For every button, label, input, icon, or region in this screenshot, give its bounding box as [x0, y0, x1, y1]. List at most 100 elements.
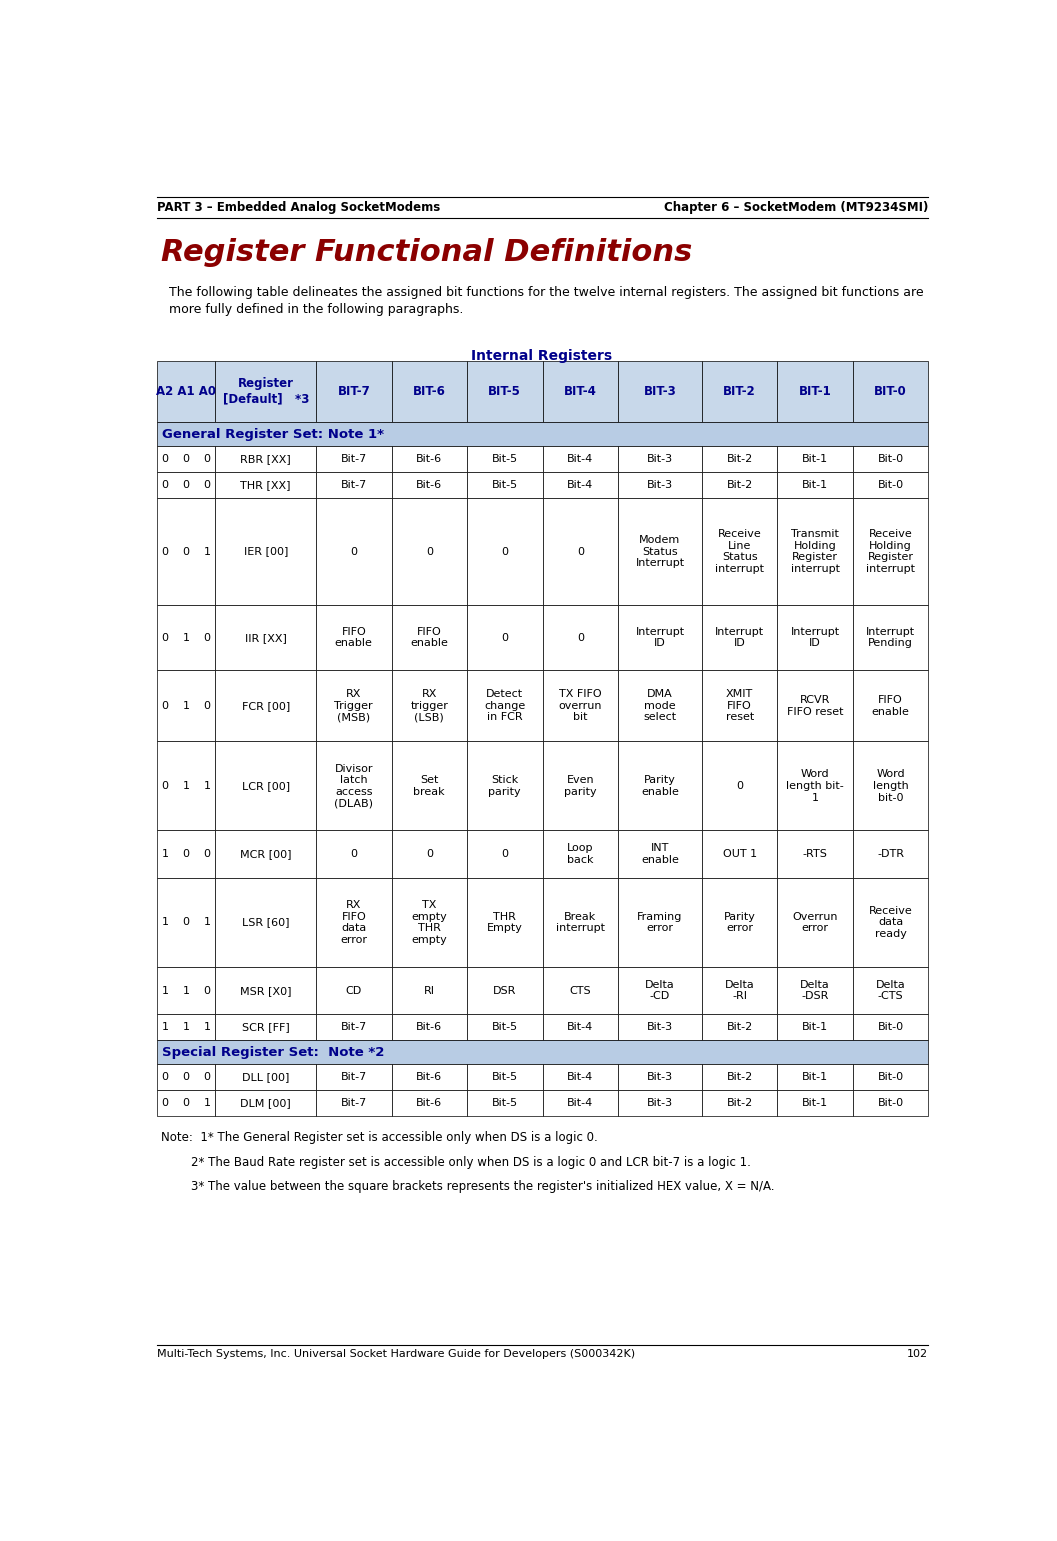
Bar [156, 445, 216, 472]
Bar [316, 741, 391, 831]
Bar [316, 606, 391, 670]
Bar [777, 741, 853, 831]
Bar [542, 472, 618, 498]
Text: Internal Registers: Internal Registers [471, 348, 612, 362]
Text: 0    0    1: 0 0 1 [162, 1099, 210, 1108]
Bar [702, 966, 777, 1014]
Text: Parity
error: Parity error [724, 912, 756, 934]
Text: Bit-7: Bit-7 [340, 481, 367, 490]
Bar [702, 831, 777, 878]
Bar [156, 831, 216, 878]
Text: 0: 0 [577, 633, 583, 643]
Bar [853, 498, 928, 606]
Text: 0: 0 [426, 849, 432, 860]
Text: Bit-0: Bit-0 [877, 1099, 904, 1108]
Bar [156, 1014, 216, 1040]
Text: Word
length bit-
1: Word length bit- 1 [786, 769, 843, 803]
Text: Interrupt
ID: Interrupt ID [716, 627, 764, 649]
Text: Interrupt
ID: Interrupt ID [635, 627, 685, 649]
Bar [618, 472, 702, 498]
Text: Bit-6: Bit-6 [416, 481, 443, 490]
Bar [777, 445, 853, 472]
Text: BIT-1: BIT-1 [799, 385, 832, 398]
Text: BIT-4: BIT-4 [563, 385, 597, 398]
Text: INT
enable: INT enable [641, 843, 679, 865]
Text: RCVR
FIFO reset: RCVR FIFO reset [786, 695, 843, 717]
Bar [316, 361, 391, 422]
Bar [391, 445, 467, 472]
Text: Bit-3: Bit-3 [647, 1073, 673, 1082]
Text: Bit-3: Bit-3 [647, 481, 673, 490]
Text: Bit-2: Bit-2 [726, 455, 753, 464]
Bar [216, 966, 316, 1014]
Bar [467, 1014, 542, 1040]
Bar [391, 1065, 467, 1091]
Text: 0: 0 [736, 781, 743, 791]
Text: RX
FIFO
data
error: RX FIFO data error [340, 900, 368, 945]
Bar [618, 1091, 702, 1116]
Text: Multi-Tech Systems, Inc. Universal Socket Hardware Guide for Developers (S000342: Multi-Tech Systems, Inc. Universal Socke… [156, 1348, 635, 1359]
Bar [156, 1065, 216, 1091]
Bar [316, 472, 391, 498]
Bar [467, 878, 542, 966]
Bar [702, 741, 777, 831]
Bar [216, 831, 316, 878]
Text: 0    0    0: 0 0 0 [162, 481, 210, 490]
Text: Framing
error: Framing error [637, 912, 683, 934]
Bar [156, 966, 216, 1014]
Text: LCR [00]: LCR [00] [242, 781, 290, 791]
Bar [853, 361, 928, 422]
Text: Bit-5: Bit-5 [492, 481, 518, 490]
Text: 3* The value between the square brackets represents the register's initialized H: 3* The value between the square brackets… [161, 1180, 775, 1193]
Bar [216, 741, 316, 831]
Text: Bit-3: Bit-3 [647, 1099, 673, 1108]
Text: Break
interrupt: Break interrupt [556, 912, 605, 934]
Text: CTS: CTS [570, 986, 591, 995]
Bar [853, 966, 928, 1014]
Text: BIT-6: BIT-6 [413, 385, 446, 398]
Bar [777, 670, 853, 741]
Bar [542, 878, 618, 966]
Bar [216, 361, 316, 422]
Bar [702, 445, 777, 472]
Text: FIFO
enable: FIFO enable [872, 695, 910, 717]
Text: MSR [X0]: MSR [X0] [240, 986, 292, 995]
Text: Bit-1: Bit-1 [802, 455, 829, 464]
Bar [467, 606, 542, 670]
Bar [702, 472, 777, 498]
Text: Bit-2: Bit-2 [726, 1073, 753, 1082]
Bar [216, 1091, 316, 1116]
Bar [702, 498, 777, 606]
Bar [853, 741, 928, 831]
Text: 102: 102 [907, 1348, 928, 1359]
Bar [702, 1014, 777, 1040]
Text: DLL [00]: DLL [00] [242, 1073, 290, 1082]
Bar [702, 361, 777, 422]
Bar [216, 1014, 316, 1040]
Text: Delta
-DSR: Delta -DSR [800, 980, 830, 1002]
Text: Parity
enable: Parity enable [641, 775, 679, 797]
Text: Bit-2: Bit-2 [726, 481, 753, 490]
Text: CD: CD [346, 986, 361, 995]
Bar [216, 498, 316, 606]
Text: 0: 0 [501, 633, 508, 643]
Text: FIFO
enable: FIFO enable [335, 627, 373, 649]
Text: Bit-1: Bit-1 [802, 1022, 829, 1032]
Text: MCR [00]: MCR [00] [240, 849, 292, 860]
Text: TX
empty
THR
empty: TX empty THR empty [411, 900, 447, 945]
Bar [618, 878, 702, 966]
Bar [316, 966, 391, 1014]
Text: 2* The Baud Rate register set is accessible only when DS is a logic 0 and LCR bi: 2* The Baud Rate register set is accessi… [161, 1156, 750, 1168]
Bar [467, 966, 542, 1014]
Bar [216, 445, 316, 472]
Bar [853, 1091, 928, 1116]
Bar [618, 606, 702, 670]
Text: Bit-6: Bit-6 [416, 1022, 443, 1032]
Text: 0: 0 [577, 547, 583, 556]
Text: Bit-4: Bit-4 [568, 481, 593, 490]
Text: Receive
data
ready: Receive data ready [869, 906, 912, 938]
Bar [777, 831, 853, 878]
Bar [316, 878, 391, 966]
Text: Delta
-CTS: Delta -CTS [876, 980, 906, 1002]
Text: Bit-3: Bit-3 [647, 455, 673, 464]
